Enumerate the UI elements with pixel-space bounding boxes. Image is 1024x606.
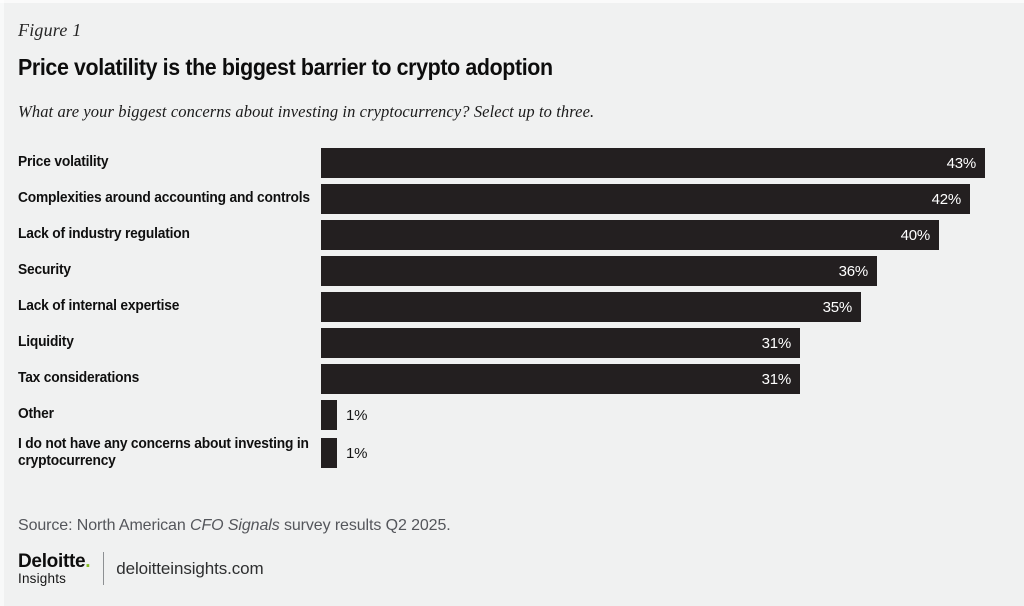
- chart-row: Liquidity 31%: [18, 328, 1006, 358]
- value-label: 1%: [346, 406, 368, 424]
- category-label: Other: [18, 406, 54, 423]
- bar: 40%: [321, 220, 939, 250]
- value-label: 42%: [931, 190, 962, 208]
- category-label: Tax considerations: [18, 370, 140, 387]
- chart-row: Security 36%: [18, 256, 1006, 286]
- value-label: 1%: [346, 444, 368, 462]
- chart-title: Price volatility is the biggest barrier …: [18, 54, 553, 80]
- brand-website-url: deloitteinsights.com: [116, 558, 264, 578]
- category-label: Complexities around accounting and contr…: [18, 190, 310, 207]
- category-label: Price volatility: [18, 154, 109, 171]
- bar: [321, 400, 337, 430]
- chart-row: Price volatility 43%: [18, 148, 1006, 178]
- value-label: 31%: [761, 334, 792, 352]
- deloitte-insights-logo: Deloitte. Insights: [18, 551, 91, 586]
- bar: 31%: [321, 364, 800, 394]
- chart-row: Other 1%: [18, 400, 1006, 430]
- category-label: Lack of industry regulation: [18, 226, 190, 243]
- figure-header: Figure 1 Price volatility is the biggest…: [18, 20, 594, 122]
- value-label: 43%: [946, 154, 977, 172]
- value-label: 36%: [838, 262, 869, 280]
- bar: 31%: [321, 328, 800, 358]
- brand-sub-wordmark: Insights: [18, 571, 67, 586]
- category-label: I do not have any concerns about investi…: [18, 435, 309, 469]
- bar: 42%: [321, 184, 970, 214]
- category-label: Liquidity: [18, 334, 74, 351]
- source-publication: CFO Signals: [190, 517, 280, 534]
- bar: 43%: [321, 148, 985, 178]
- value-label: 35%: [822, 298, 853, 316]
- bar: 36%: [321, 256, 877, 286]
- figure-number-label: Figure 1: [18, 20, 82, 40]
- chart-row: Tax considerations 31%: [18, 364, 1006, 394]
- value-label: 31%: [761, 370, 792, 388]
- category-label: Lack of internal expertise: [18, 298, 180, 315]
- chart-row: Complexities around accounting and contr…: [18, 184, 1006, 214]
- logo-divider: [103, 552, 105, 586]
- source-note: Source: North American CFO Signals surve…: [18, 517, 451, 534]
- brand-wordmark: Deloitte: [18, 551, 86, 572]
- survey-question-subtitle: What are your biggest concerns about inv…: [18, 102, 595, 121]
- chart-row: Lack of internal expertise 35%: [18, 292, 1006, 322]
- brand-green-dot: .: [85, 551, 91, 572]
- bar-chart: Price volatility 43% Complexities around…: [18, 148, 1006, 476]
- footer-brand: Deloitte. Insights deloitteinsights.com: [18, 552, 264, 586]
- chart-row: Lack of industry regulation 40%: [18, 220, 1006, 250]
- value-label: 40%: [900, 226, 931, 244]
- category-label: Security: [18, 262, 71, 279]
- bar: 35%: [321, 292, 861, 322]
- chart-row: I do not have any concerns about investi…: [18, 436, 1006, 470]
- bar: [321, 438, 337, 468]
